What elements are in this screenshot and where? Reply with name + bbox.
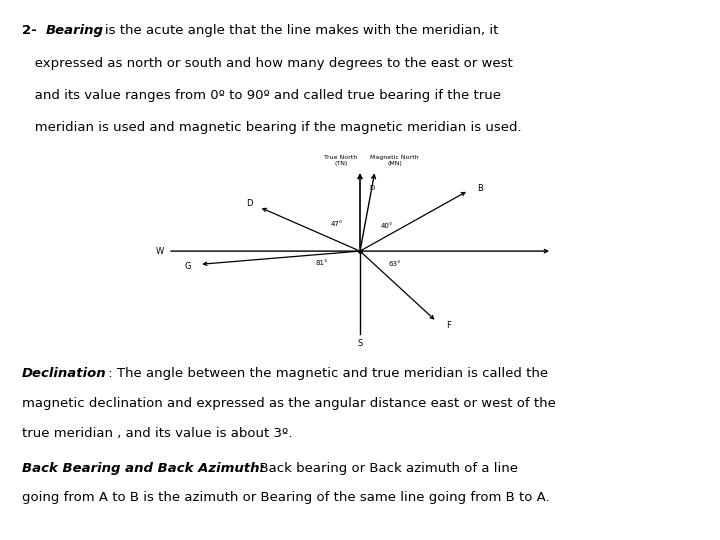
Text: expressed as north or south and how many degrees to the east or west: expressed as north or south and how many… [22,57,513,70]
Text: 2-: 2- [22,24,41,37]
Text: Magnetic North
(MN): Magnetic North (MN) [370,155,419,166]
Text: W: W [156,247,164,255]
Text: Back bearing or Back azimuth of a line: Back bearing or Back azimuth of a line [251,462,518,475]
Text: 63°: 63° [388,261,401,267]
Text: 40°: 40° [381,223,393,229]
Text: Bearing: Bearing [45,24,104,37]
Text: 81°: 81° [315,260,328,266]
Text: F: F [446,321,451,330]
Text: and its value ranges from 0º to 90º and called true bearing if the true: and its value ranges from 0º to 90º and … [22,89,500,102]
Text: D: D [369,185,374,191]
Text: meridian is used and magnetic bearing if the magnetic meridian is used.: meridian is used and magnetic bearing if… [22,122,521,134]
Text: G: G [184,262,191,271]
Text: magnetic declination and expressed as the angular distance east or west of the: magnetic declination and expressed as th… [22,397,555,410]
Text: D: D [246,199,253,208]
Text: Back Bearing and Back Azimuth:: Back Bearing and Back Azimuth: [22,462,264,475]
Text: : The angle between the magnetic and true meridian is called the: : The angle between the magnetic and tru… [104,367,549,380]
Text: Declination: Declination [22,367,107,380]
Text: 47°: 47° [330,221,343,227]
Text: true meridian , and its value is about 3º.: true meridian , and its value is about 3… [22,427,292,440]
Text: S: S [357,339,363,348]
Text: True North
(TN): True North (TN) [324,155,357,166]
Text: : is the acute angle that the line makes with the meridian, it: : is the acute angle that the line makes… [92,24,498,37]
Text: going from A to B is the azimuth or Bearing of the same line going from B to A.: going from A to B is the azimuth or Bear… [22,491,549,504]
Text: B: B [477,184,483,193]
